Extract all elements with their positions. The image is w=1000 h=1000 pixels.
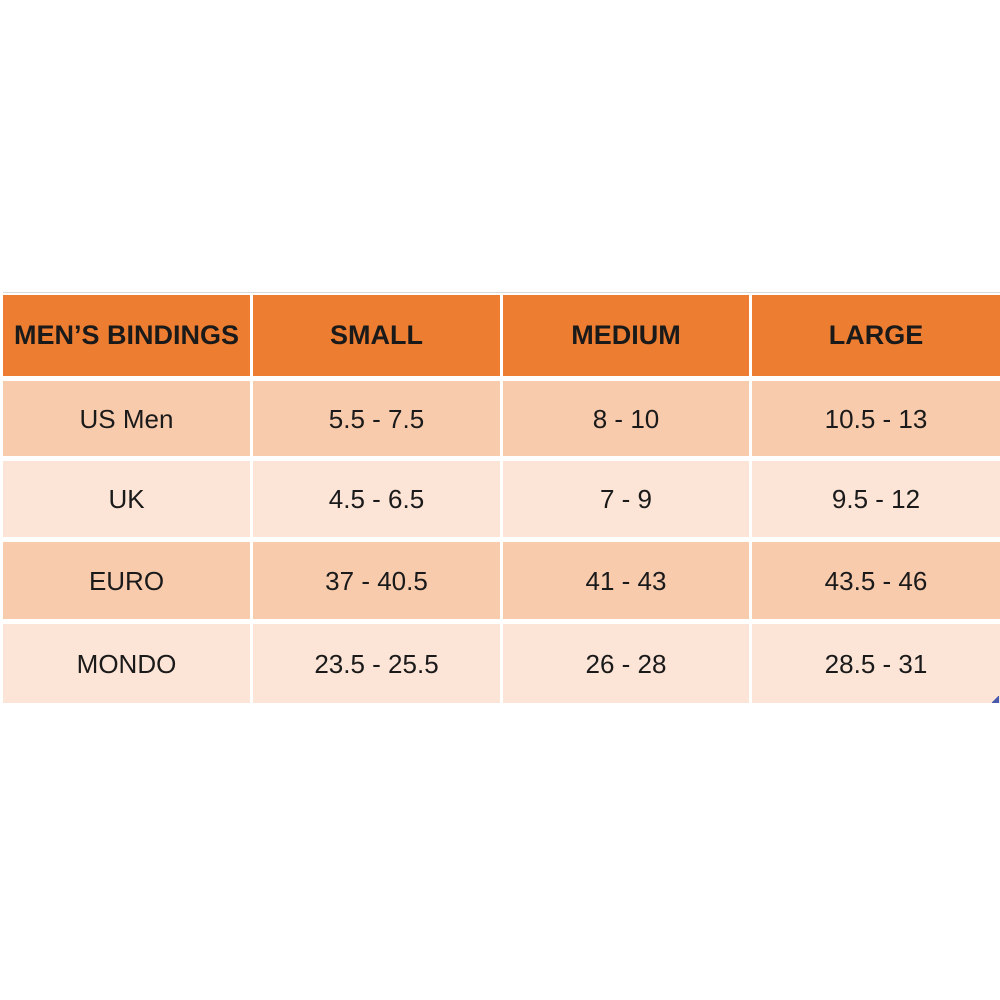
size-range-cell: 23.5 - 25.5: [253, 624, 500, 703]
row-label-cell: UK: [3, 461, 250, 537]
size-range-cell: 10.5 - 13: [752, 381, 1000, 456]
size-table-grid: MEN’S BINDINGS SMALL MEDIUM LARGE US Men 5.5 …: [3, 295, 1000, 703]
bindings-size-table: MEN’S BINDINGS SMALL MEDIUM LARGE US Men 5.5 …: [3, 292, 1000, 703]
size-range-cell: 37 - 40.5: [253, 542, 500, 619]
size-range-cell: 5.5 - 7.5: [253, 381, 500, 456]
size-range-cell: 4.5 - 6.5: [253, 461, 500, 537]
header-cell-large: LARGE: [752, 295, 1000, 376]
size-range-cell: 7 - 9: [503, 461, 749, 537]
size-range-cell: 8 - 10: [503, 381, 749, 456]
size-range-cell: 43.5 - 46: [752, 542, 1000, 619]
table-top-border: [3, 292, 1000, 293]
header-cell-small: SMALL: [253, 295, 500, 376]
size-range-cell: 26 - 28: [503, 624, 749, 703]
header-cell-men-s-bindings: MEN’S BINDINGS: [3, 295, 250, 376]
row-label-cell: US Men: [3, 381, 250, 456]
size-range-cell: 28.5 - 31: [752, 624, 1000, 703]
row-label-cell: EURO: [3, 542, 250, 619]
row-label-cell: MONDO: [3, 624, 250, 703]
size-range-cell: 41 - 43: [503, 542, 749, 619]
header-cell-medium: MEDIUM: [503, 295, 749, 376]
resize-handle-icon: [992, 696, 999, 703]
size-range-cell: 9.5 - 12: [752, 461, 1000, 537]
